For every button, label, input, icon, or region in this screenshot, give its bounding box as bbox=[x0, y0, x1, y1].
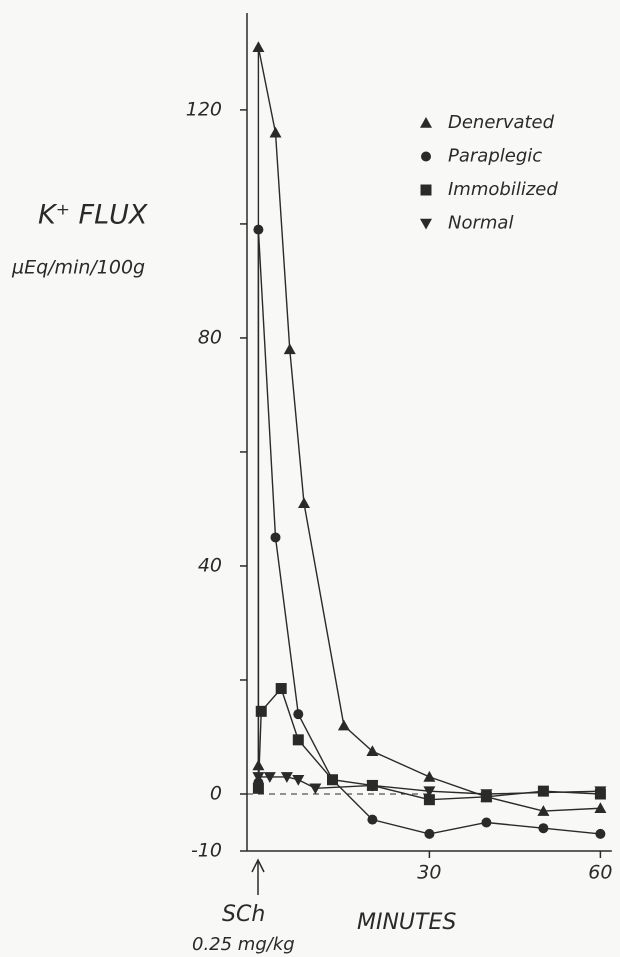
marker bbox=[269, 126, 282, 138]
x-tick-label: 60 bbox=[588, 862, 612, 884]
y-axis-unit: µEq/min/100g bbox=[11, 257, 145, 279]
marker bbox=[594, 802, 607, 814]
marker bbox=[595, 828, 606, 839]
marker bbox=[283, 343, 296, 355]
annotation: 0.25 mg/kg bbox=[192, 934, 295, 955]
marker bbox=[423, 770, 436, 782]
marker bbox=[253, 224, 264, 235]
marker bbox=[292, 774, 305, 786]
marker bbox=[537, 785, 549, 797]
marker bbox=[252, 782, 264, 794]
arrow-head bbox=[251, 858, 265, 873]
y-tick-label: 80 bbox=[198, 326, 222, 348]
y-tick-label: 0 bbox=[210, 782, 222, 804]
legend-label: Denervated bbox=[448, 112, 555, 133]
marker bbox=[537, 805, 550, 816]
marker bbox=[538, 823, 549, 834]
legend-label: Normal bbox=[448, 213, 513, 234]
marker bbox=[480, 789, 493, 800]
y-tick-label: 120 bbox=[186, 98, 222, 120]
marker bbox=[423, 786, 436, 798]
legend-marker bbox=[420, 218, 432, 230]
series-line bbox=[257, 229, 601, 835]
marker bbox=[293, 709, 304, 720]
series-line bbox=[257, 47, 601, 812]
marker bbox=[252, 772, 265, 783]
marker bbox=[255, 705, 267, 717]
marker bbox=[275, 683, 287, 695]
marker bbox=[327, 774, 338, 786]
legend-marker bbox=[420, 184, 432, 196]
marker bbox=[292, 734, 304, 746]
x-axis-label: MINUTES bbox=[357, 910, 456, 935]
legend-marker bbox=[421, 151, 431, 162]
legend-label: Paraplegic bbox=[448, 146, 542, 167]
marker bbox=[367, 814, 378, 825]
marker bbox=[423, 794, 435, 806]
marker bbox=[366, 745, 379, 757]
x-tick-label: 30 bbox=[417, 862, 441, 884]
annotation: SCh bbox=[222, 902, 265, 927]
marker bbox=[366, 780, 379, 792]
y-tick-label: -10 bbox=[191, 840, 222, 862]
marker bbox=[309, 783, 322, 795]
series-line bbox=[257, 687, 601, 801]
marker bbox=[337, 719, 350, 731]
marker bbox=[263, 772, 276, 783]
y-tick-label: 40 bbox=[198, 554, 222, 576]
marker bbox=[270, 532, 281, 543]
y-axis-label: K⁺ FLUX bbox=[38, 200, 148, 231]
marker bbox=[594, 786, 607, 798]
marker bbox=[424, 828, 435, 839]
marker bbox=[280, 772, 293, 783]
legend-label: Immobilized bbox=[448, 179, 558, 200]
marker bbox=[252, 41, 265, 53]
marker bbox=[298, 497, 310, 509]
legend-marker bbox=[420, 117, 432, 128]
marker bbox=[481, 817, 492, 828]
